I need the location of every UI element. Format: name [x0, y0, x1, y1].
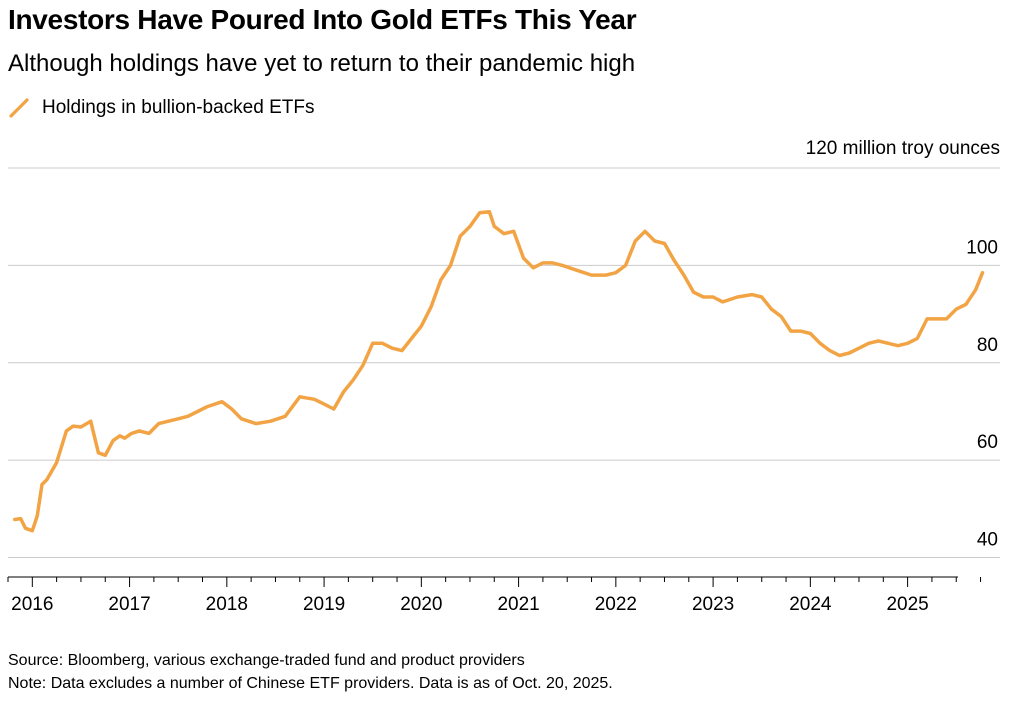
gridlines — [8, 167, 1000, 559]
legend-swatch-icon — [9, 98, 29, 118]
y-axis-tick-labels: 100 80 60 40 — [966, 237, 998, 550]
x-tick-label: 2020 — [400, 594, 442, 615]
chart-subtitle: Although holdings have yet to return to … — [8, 50, 636, 77]
source-note: Source: Bloomberg, various exchange-trad… — [8, 652, 525, 669]
y-tick-label: 100 — [966, 237, 998, 258]
x-tick-label: 2022 — [595, 594, 637, 615]
series-line-holdings — [13, 210, 985, 533]
data-note: Note: Data excludes a number of Chinese … — [8, 675, 613, 692]
y-axis-unit-label: 120 million troy ounces — [805, 138, 1000, 159]
x-tick-label: 2023 — [692, 594, 734, 615]
x-tick-label: 2016 — [11, 594, 53, 615]
y-tick-label: 60 — [977, 432, 998, 453]
y-tick-label: 80 — [977, 335, 998, 356]
x-tick-label: 2025 — [886, 594, 928, 615]
x-tick-label: 2019 — [303, 594, 345, 615]
x-tick-label: 2017 — [108, 594, 150, 615]
chart-title: Investors Have Poured Into Gold ETFs Thi… — [8, 4, 637, 35]
series-group — [13, 210, 985, 533]
x-tick-label: 2018 — [206, 594, 248, 615]
x-tick-label: 2021 — [497, 594, 539, 615]
legend-label: Holdings in bullion-backed ETFs — [42, 97, 315, 118]
legend: Holdings in bullion-backed ETFs — [8, 97, 314, 119]
x-tick-label: 2024 — [789, 594, 832, 615]
x-axis: 2016 2017 2018 2019 2020 2021 2022 2023 2024 2025 — [7, 576, 982, 615]
y-tick-label: 40 — [977, 530, 998, 551]
